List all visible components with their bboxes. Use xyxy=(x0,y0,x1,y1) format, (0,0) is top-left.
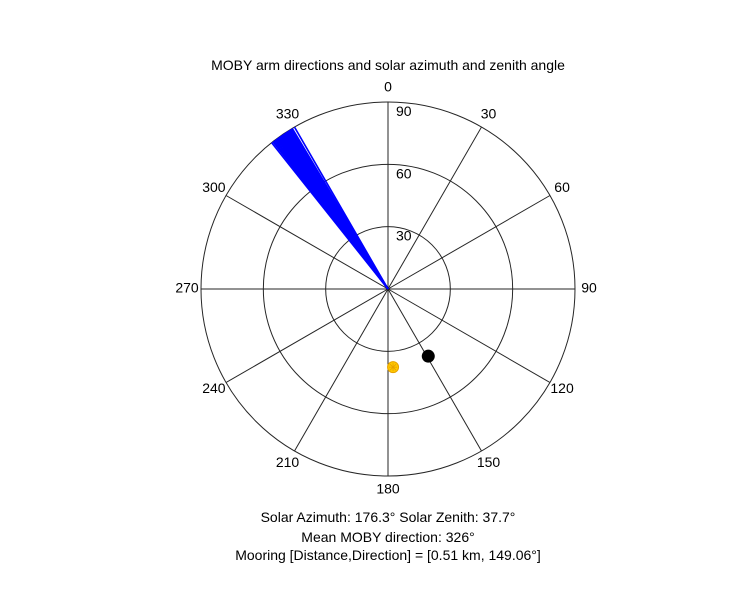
grid-spoke-120 xyxy=(387,288,551,383)
arm-direction-line-25 xyxy=(293,126,389,290)
angle-tick-label-150: 150 xyxy=(477,454,501,470)
radial-tick-label-60: 60 xyxy=(396,165,412,181)
radial-tick-label-30: 30 xyxy=(396,228,412,244)
angle-tick-label-90: 90 xyxy=(581,280,597,296)
sun-ray-3 xyxy=(389,363,397,371)
angle-tick-label-180: 180 xyxy=(376,481,400,497)
grid-spoke-300 xyxy=(225,195,389,290)
angle-tick-label-330: 330 xyxy=(276,106,300,122)
grid-spoke-150 xyxy=(387,288,482,452)
radial-tick-label-90: 90 xyxy=(396,103,412,119)
mooring-marker xyxy=(421,349,435,363)
mooring-caption: Mooring [Distance,Direction] = [0.51 km,… xyxy=(235,547,541,563)
grid-spoke-30 xyxy=(387,126,482,290)
tick-labels: 0 30 60 90 120 150 180 210 240 270 300 330 30 60 90 xyxy=(175,79,597,497)
angle-tick-label-120: 120 xyxy=(550,380,574,396)
angle-tick-label-270: 270 xyxy=(175,280,199,296)
moby-arm-directions xyxy=(270,126,389,290)
solar-angles-caption: Solar Azimuth: 176.3° Solar Zenith: 37.7… xyxy=(260,509,516,525)
grid-spoke-60 xyxy=(387,195,551,290)
grid-spoke-240 xyxy=(225,288,389,383)
angle-tick-label-0: 0 xyxy=(384,79,392,95)
grid-spoke-210 xyxy=(294,288,389,452)
moby-direction-caption: Mean MOBY direction: 326° xyxy=(301,529,475,545)
angle-tick-label-60: 60 xyxy=(554,179,570,195)
angle-tick-label-240: 240 xyxy=(202,380,226,396)
angle-tick-label-30: 30 xyxy=(481,106,497,122)
angle-tick-label-300: 300 xyxy=(202,179,226,195)
markers xyxy=(387,349,435,374)
chart-title: MOBY arm directions and solar azimuth an… xyxy=(211,57,565,73)
angle-tick-label-210: 210 xyxy=(276,454,300,470)
